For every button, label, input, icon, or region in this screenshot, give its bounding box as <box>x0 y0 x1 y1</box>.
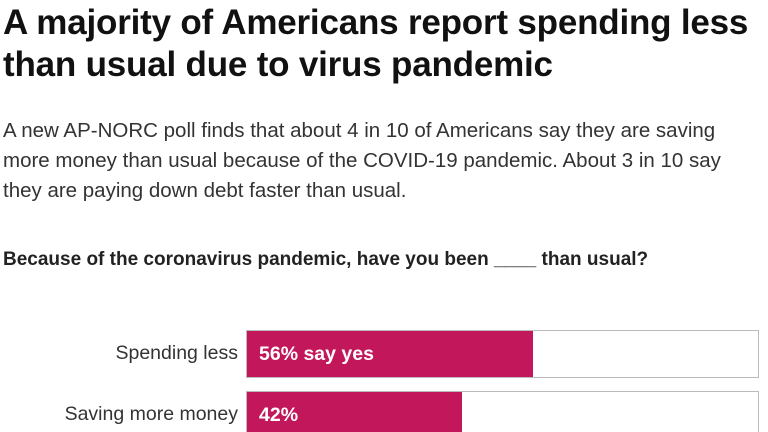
bar-row-spending-less: Spending less 56% say yes <box>0 330 768 378</box>
category-label: Spending less <box>115 342 238 364</box>
bar-chart: Spending less 56% say yes Saving more mo… <box>0 330 768 432</box>
data-label: 56% say yes <box>259 343 374 365</box>
bar-track: 56% say yes <box>246 330 759 378</box>
bar <box>247 331 534 377</box>
subhead: A new AP-NORC poll finds that about 4 in… <box>3 119 721 202</box>
bar-track: 42% <box>246 391 759 432</box>
bar <box>247 392 462 432</box>
headline: A majority of Americans report spending … <box>3 3 749 84</box>
category-label: Saving more money <box>64 403 238 425</box>
data-label: 42% <box>259 404 299 426</box>
survey-question: Because of the coronavirus pandemic, hav… <box>3 249 649 270</box>
bar-row-saving-more-money: Saving more money 42% <box>0 391 768 432</box>
